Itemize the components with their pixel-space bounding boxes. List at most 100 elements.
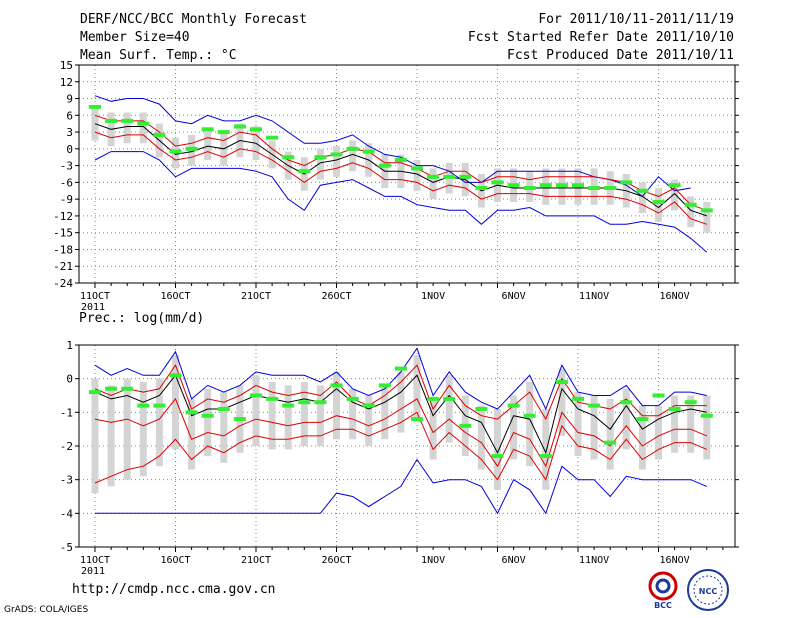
temp-median-marker (475, 185, 488, 190)
temp-median-marker (201, 127, 214, 132)
forecast-period: For 2011/10/11-2011/11/19 (538, 12, 734, 27)
temp-median-marker (217, 130, 230, 135)
temp-median-marker (523, 185, 536, 190)
prec-x-tick-label: 26OCT (321, 555, 351, 566)
temp-lower-line (94, 131, 707, 225)
temp-y-tick-label: -9 (60, 193, 73, 206)
forecast-start-date: Fcst Started Refer Date 2011/10/10 (467, 30, 734, 45)
prec-year-label: 2011 (81, 566, 105, 577)
prec-x-tick-label: 11OCT (80, 555, 110, 566)
temp-y-tick-label: 6 (66, 109, 73, 122)
prec-y-tick-label: -4 (60, 507, 74, 520)
temp-spread-bar (671, 179, 679, 211)
temp-x-tick-label: 21OCT (241, 291, 271, 302)
prec-median-marker (250, 393, 262, 398)
prec-spread-bar (397, 371, 405, 433)
temp-spread-bar (429, 168, 437, 200)
temp-min-line (94, 151, 708, 253)
prec-spread-bar (91, 378, 99, 494)
temp-max-line (94, 95, 691, 198)
temp-x-tick-label: 11OCT (80, 291, 110, 302)
prec-x-tick-label: 16NOV (660, 555, 690, 566)
temp-median-marker (555, 183, 568, 188)
temp-median-marker (588, 185, 601, 190)
prec-spread-bar (349, 388, 357, 440)
temp-y-tick-label: -15 (53, 227, 73, 240)
temp-median-marker (636, 188, 649, 193)
prec-spread-bar (365, 395, 373, 446)
prec-y-tick-label: -5 (60, 541, 73, 554)
prec-x-tick-label: 1NOV (421, 555, 445, 566)
temp-y-tick-label: -18 (53, 243, 73, 256)
temp-x-tick-label: 16NOV (660, 291, 690, 302)
prec-panel: 1 0 -1 -2 -3 -4 -5 11OCT 16OCT 21OCT 26OCT 1NOV 6NOV… (60, 311, 739, 577)
prec-min-line (95, 458, 707, 515)
prec-lowest-line (94, 411, 707, 484)
temp-median-marker (233, 124, 246, 129)
temp-spread-bar (123, 112, 131, 144)
prec-median-marker (217, 406, 230, 411)
prec-max-line (94, 347, 707, 411)
temp-median-marker (491, 180, 504, 185)
temp-median-marker (89, 104, 101, 109)
bcc-logo-text: BCC (654, 601, 672, 610)
prec-median-marker (555, 380, 568, 385)
prec-median-marker (636, 417, 649, 422)
member-size: Member Size=40 (80, 30, 190, 45)
prec-spread-bar (333, 371, 340, 440)
temp-y-tick-label: -6 (60, 176, 73, 189)
temp-spread-bar (139, 112, 147, 144)
temp-y-tick-label: 15 (60, 59, 73, 72)
prec-y-tick-label: 0 (66, 373, 73, 386)
temp-x-tick-label: 6NOV (502, 291, 526, 302)
prec-median-marker (539, 454, 552, 459)
prec-median-marker (443, 396, 456, 401)
temp-spread-bar (687, 196, 695, 228)
prec-median-marker (137, 403, 150, 408)
prec-median-marker (684, 400, 697, 405)
temp-median-marker (362, 149, 375, 154)
prec-spread-bar (429, 398, 437, 460)
temp-x-tick-label: 11NOV (579, 291, 609, 302)
prec-median-marker (121, 386, 134, 391)
prec-spread-bar (123, 378, 131, 480)
prec-y-tick-label: -3 (60, 474, 73, 487)
prec-spread-bar (671, 395, 679, 453)
temp-median-marker (282, 155, 295, 160)
temp-spread-bar (413, 160, 421, 191)
temp-median-marker (153, 132, 166, 137)
temp-spread-bar (349, 140, 357, 172)
prec-median-marker (169, 373, 182, 378)
temp-year-label: 2011 (81, 302, 105, 313)
prec-spread-bar (703, 395, 711, 460)
source-url[interactable]: http://cmdp.ncc.cma.gov.cn (72, 582, 276, 597)
prec-spread-bar (606, 398, 614, 470)
temp-median-marker (507, 183, 520, 188)
temp-median-marker (330, 152, 343, 157)
prec-spread-bar (477, 405, 485, 470)
temp-x-tick-label: 26OCT (321, 291, 351, 302)
prec-median-marker (233, 417, 246, 422)
prec-median-marker (491, 454, 504, 459)
temp-y-tick-label: 9 (66, 93, 73, 106)
prec-spread-bar (107, 385, 115, 487)
temp-median-marker (105, 118, 118, 123)
temp-y-tick-label: -3 (60, 160, 73, 173)
prec-spread-bar (172, 355, 179, 450)
prec-median-marker (523, 413, 536, 418)
prec-spread-bar (300, 382, 308, 446)
prec-median-marker (668, 406, 681, 411)
temp-median-marker (684, 202, 697, 207)
prec-y-tick-label: -2 (60, 440, 73, 453)
temp-median-marker (443, 174, 456, 179)
temp-panel: 15 12 9 6 3 0 -3 -6 -9 -12 -15 -18 -21 -24 11OCT 16OCT 2… (53, 59, 739, 313)
temp-y-tick-label: 3 (66, 126, 73, 139)
prec-median-marker (330, 383, 343, 388)
prec-spread-bar (574, 392, 582, 457)
prec-spread-bar (687, 395, 695, 453)
prec-median-marker (346, 396, 359, 401)
forecast-produced-date: Fcst Produced Date 2011/10/11 (507, 48, 734, 63)
prec-spread-bar (155, 378, 163, 467)
prec-median-marker (282, 403, 295, 408)
